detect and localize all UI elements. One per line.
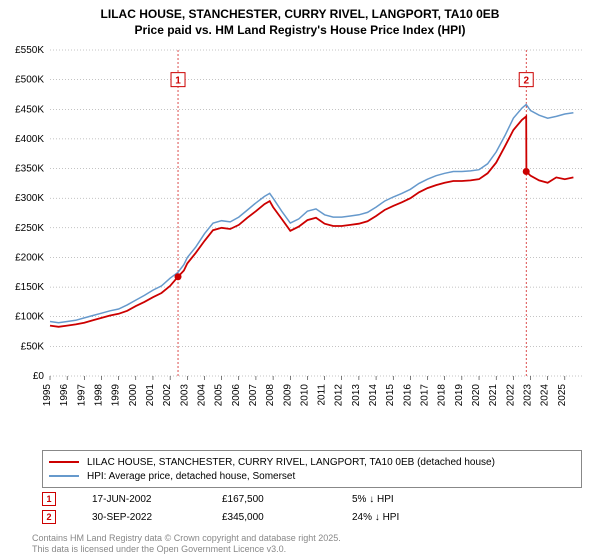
svg-text:2002: 2002 (162, 384, 173, 407)
svg-text:2009: 2009 (282, 384, 293, 407)
legend-row-2: HPI: Average price, detached house, Some… (49, 469, 575, 483)
svg-text:2001: 2001 (145, 384, 156, 407)
svg-text:2015: 2015 (385, 384, 396, 407)
svg-text:2003: 2003 (179, 384, 190, 407)
svg-text:2020: 2020 (471, 384, 482, 407)
svg-text:2021: 2021 (488, 384, 499, 407)
title-line1: LILAC HOUSE, STANCHESTER, CURRY RIVEL, L… (0, 6, 600, 22)
transaction-date: 17-JUN-2002 (92, 494, 222, 505)
legend-label-2: HPI: Average price, detached house, Some… (87, 471, 295, 482)
legend: LILAC HOUSE, STANCHESTER, CURRY RIVEL, L… (42, 450, 582, 488)
svg-text:1995: 1995 (42, 384, 53, 407)
svg-text:2006: 2006 (231, 384, 242, 407)
svg-text:2005: 2005 (214, 384, 225, 407)
transactions: 1 17-JUN-2002£167,5005% ↓ HPI 2 30-SEP-2022… (42, 490, 582, 526)
transaction-delta: 24% ↓ HPI (352, 512, 399, 523)
legend-row-1: LILAC HOUSE, STANCHESTER, CURRY RIVEL, L… (49, 455, 575, 469)
svg-text:£250K: £250K (15, 223, 44, 234)
svg-text:2000: 2000 (128, 384, 139, 407)
transaction-marker: 2 (42, 510, 56, 524)
footer: Contains HM Land Registry data © Crown c… (32, 533, 341, 556)
svg-text:2004: 2004 (196, 384, 207, 407)
transaction-row: 1 17-JUN-2002£167,5005% ↓ HPI (42, 490, 582, 508)
legend-swatch-1 (49, 461, 79, 463)
transaction-price: £345,000 (222, 512, 352, 523)
svg-text:2023: 2023 (523, 384, 534, 407)
chart-title: LILAC HOUSE, STANCHESTER, CURRY RIVEL, L… (0, 0, 600, 38)
footer-line1: Contains HM Land Registry data © Crown c… (32, 533, 341, 545)
svg-text:£350K: £350K (15, 164, 44, 175)
svg-text:2016: 2016 (402, 384, 413, 407)
svg-text:£150K: £150K (15, 282, 44, 293)
transaction-row: 2 30-SEP-2022£345,00024% ↓ HPI (42, 508, 582, 526)
svg-text:1999: 1999 (111, 384, 122, 407)
transaction-price: £167,500 (222, 494, 352, 505)
svg-text:2024: 2024 (540, 384, 551, 407)
footer-line2: This data is licensed under the Open Gov… (32, 544, 341, 556)
svg-text:2011: 2011 (317, 384, 328, 406)
svg-text:1996: 1996 (59, 384, 70, 407)
svg-text:1: 1 (175, 76, 181, 87)
svg-text:2022: 2022 (505, 384, 516, 407)
svg-text:2018: 2018 (437, 384, 448, 407)
svg-text:£500K: £500K (15, 75, 44, 86)
transaction-delta: 5% ↓ HPI (352, 494, 394, 505)
svg-text:2017: 2017 (420, 384, 431, 407)
svg-text:2010: 2010 (299, 384, 310, 407)
svg-text:£100K: £100K (15, 312, 44, 323)
svg-text:2013: 2013 (351, 384, 362, 407)
svg-text:2012: 2012 (334, 384, 345, 407)
svg-text:2014: 2014 (368, 384, 379, 407)
svg-text:1998: 1998 (93, 384, 104, 407)
svg-text:£400K: £400K (15, 134, 44, 145)
price-chart: £0£50K£100K£150K£200K£250K£300K£350K£400… (50, 44, 590, 414)
title-line2: Price paid vs. HM Land Registry's House … (0, 22, 600, 38)
svg-text:£0: £0 (33, 371, 45, 382)
transaction-date: 30-SEP-2022 (92, 512, 222, 523)
svg-text:2025: 2025 (557, 384, 568, 407)
svg-text:2007: 2007 (248, 384, 259, 407)
transaction-marker: 1 (42, 492, 56, 506)
legend-label-1: LILAC HOUSE, STANCHESTER, CURRY RIVEL, L… (87, 457, 495, 468)
svg-text:£50K: £50K (21, 341, 45, 352)
svg-text:2019: 2019 (454, 384, 465, 407)
svg-text:2: 2 (523, 76, 529, 87)
svg-text:2008: 2008 (265, 384, 276, 407)
legend-swatch-2 (49, 475, 79, 477)
svg-text:1997: 1997 (76, 384, 87, 407)
svg-text:£300K: £300K (15, 193, 44, 204)
svg-text:£200K: £200K (15, 252, 44, 263)
svg-text:£450K: £450K (15, 104, 44, 115)
svg-text:£550K: £550K (15, 45, 44, 56)
